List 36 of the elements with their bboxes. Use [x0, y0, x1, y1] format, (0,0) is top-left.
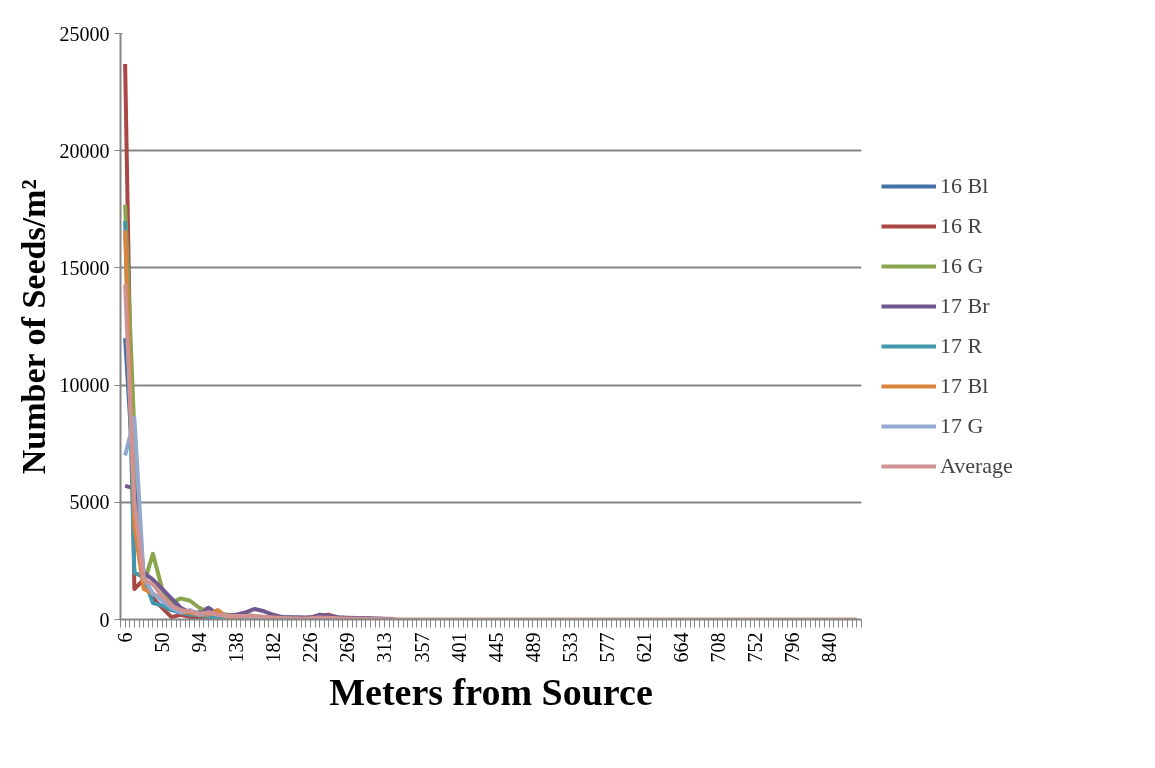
legend-label: Average — [940, 453, 1013, 479]
x-tick-label: 752 — [743, 632, 766, 663]
legend-label: 17 Br — [940, 293, 990, 319]
x-tick-label: 708 — [706, 632, 729, 663]
legend-label: 17 Bl — [940, 373, 989, 399]
y-tick-label: 10000 — [59, 374, 110, 397]
y-tick-label: 20000 — [59, 139, 110, 162]
y-tick-label: 15000 — [59, 256, 110, 279]
x-tick-label: 664 — [669, 632, 692, 663]
legend-label: 17 G — [940, 413, 984, 439]
x-tick-label: 138 — [225, 632, 248, 663]
y-axis-title: Number of Seeds/m² — [14, 179, 52, 475]
x-tick-label: 445 — [484, 632, 507, 663]
x-tick-label: 577 — [595, 632, 618, 663]
x-tick-label: 313 — [373, 632, 396, 663]
x-tick-label: 357 — [410, 632, 433, 663]
x-tick-label: 182 — [262, 632, 285, 663]
x-axis-title: Meters from Source — [329, 670, 653, 713]
x-tick-label: 94 — [188, 632, 211, 653]
x-tick-label: 269 — [336, 632, 359, 663]
x-tick-label: 6 — [114, 632, 137, 643]
x-tick-label: 621 — [632, 632, 655, 663]
y-tick-label: 0 — [99, 608, 110, 631]
x-tick-label: 533 — [558, 632, 581, 663]
legend-label: 17 R — [940, 333, 983, 359]
x-tick-label: 489 — [521, 632, 544, 663]
legend-label: 16 Bl — [940, 173, 989, 199]
x-tick-label: 840 — [818, 632, 841, 663]
x-tick-label: 401 — [447, 632, 470, 663]
x-tick-label: 796 — [781, 632, 804, 663]
y-tick-label: 5000 — [69, 491, 110, 514]
x-tick-label: 50 — [151, 632, 174, 653]
legend-label: 16 R — [940, 213, 983, 239]
x-tick-label: 226 — [299, 632, 322, 663]
legend-label: 16 G — [940, 253, 984, 279]
y-tick-label: 25000 — [59, 22, 110, 45]
